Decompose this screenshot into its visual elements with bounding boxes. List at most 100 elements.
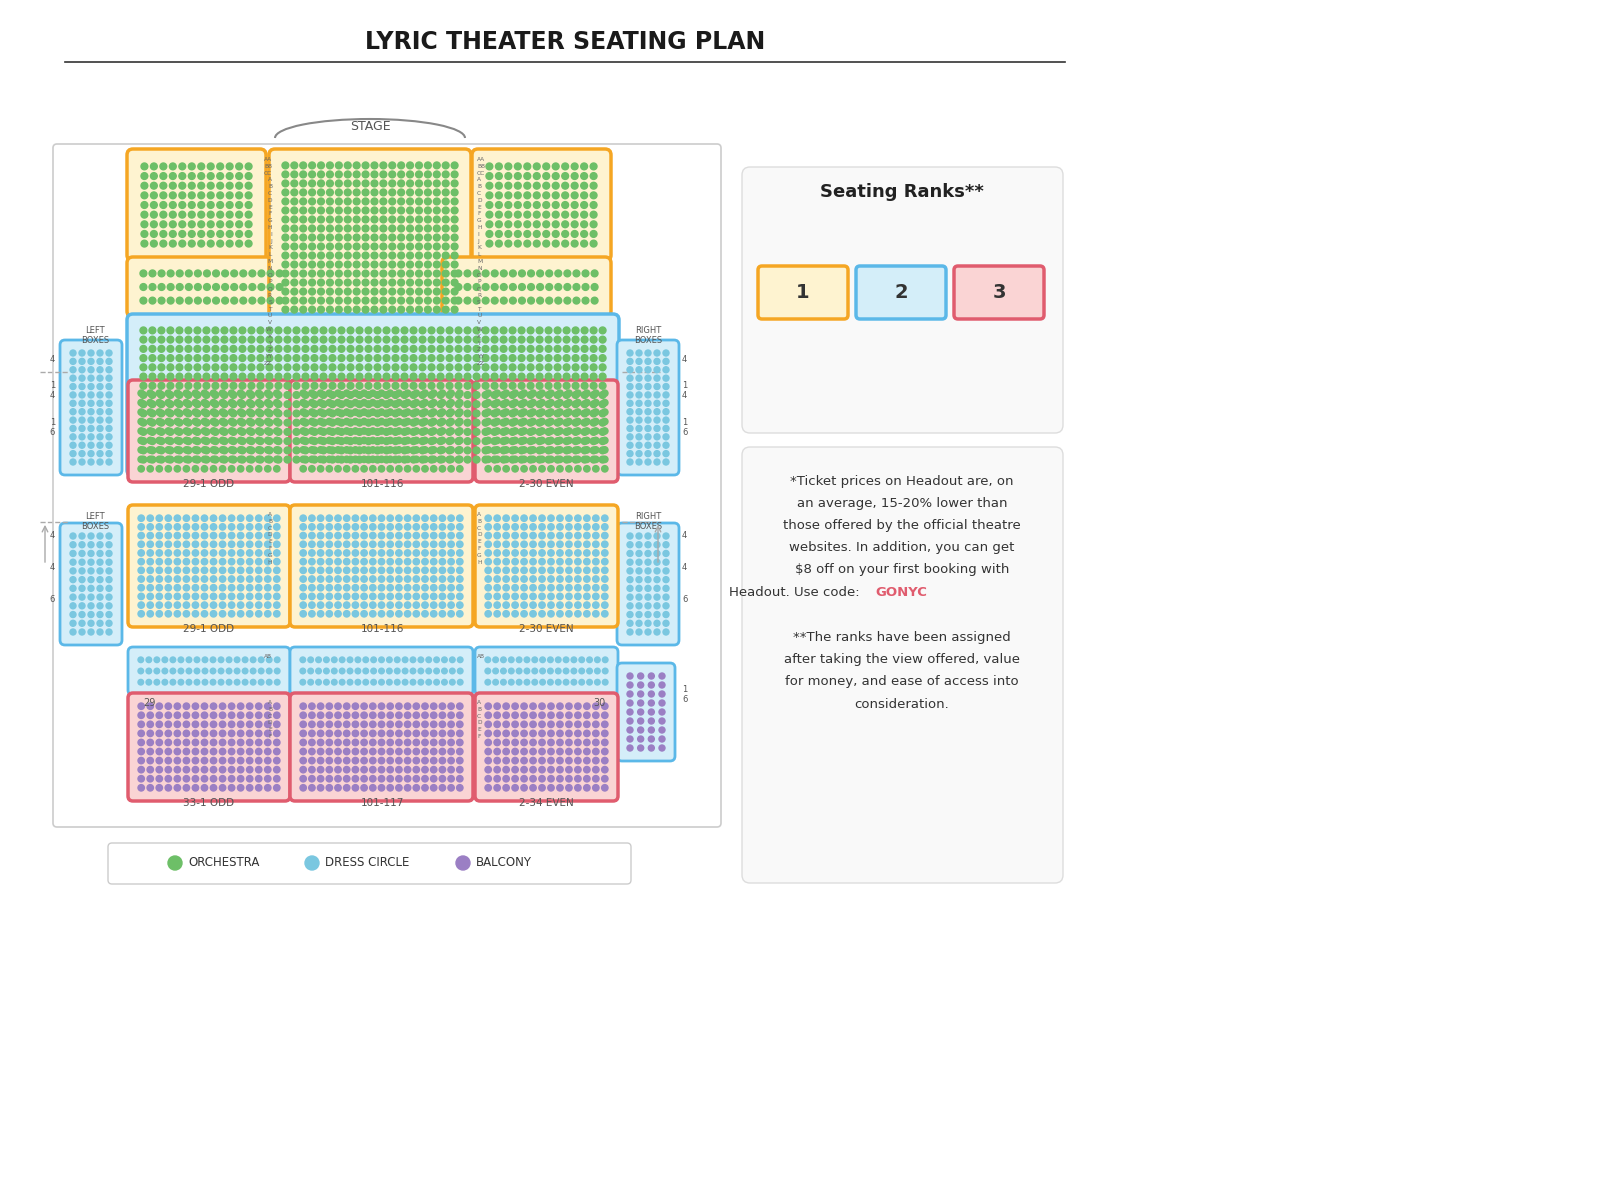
- Circle shape: [456, 533, 462, 539]
- Circle shape: [413, 602, 419, 608]
- Circle shape: [638, 718, 643, 724]
- Circle shape: [574, 568, 581, 574]
- Circle shape: [291, 252, 298, 259]
- Circle shape: [512, 466, 518, 472]
- Circle shape: [554, 401, 562, 408]
- Circle shape: [627, 727, 634, 733]
- Circle shape: [389, 198, 395, 205]
- Circle shape: [494, 712, 501, 719]
- Circle shape: [515, 221, 522, 228]
- Circle shape: [317, 419, 323, 425]
- Circle shape: [378, 550, 384, 556]
- Circle shape: [518, 346, 525, 353]
- Circle shape: [437, 456, 443, 463]
- Circle shape: [526, 391, 534, 398]
- Circle shape: [574, 593, 581, 600]
- Circle shape: [326, 298, 333, 304]
- Circle shape: [454, 419, 462, 426]
- Circle shape: [363, 658, 368, 662]
- Circle shape: [299, 208, 307, 214]
- Circle shape: [581, 428, 587, 436]
- Circle shape: [202, 390, 208, 396]
- Circle shape: [456, 419, 462, 425]
- Circle shape: [501, 410, 507, 416]
- Circle shape: [309, 775, 315, 782]
- Circle shape: [422, 446, 429, 454]
- Circle shape: [334, 533, 341, 539]
- Circle shape: [219, 515, 226, 521]
- Circle shape: [186, 391, 192, 398]
- Circle shape: [662, 367, 669, 373]
- Circle shape: [413, 568, 419, 574]
- Circle shape: [523, 211, 531, 218]
- Text: 1
6: 1 6: [682, 418, 688, 437]
- Circle shape: [138, 730, 144, 737]
- Circle shape: [422, 515, 429, 521]
- Circle shape: [176, 438, 182, 444]
- Circle shape: [362, 515, 368, 521]
- Circle shape: [238, 456, 246, 463]
- Circle shape: [301, 757, 307, 764]
- Circle shape: [387, 466, 394, 472]
- Circle shape: [326, 180, 333, 187]
- Circle shape: [192, 568, 198, 574]
- Circle shape: [456, 523, 462, 530]
- Circle shape: [379, 172, 387, 178]
- Circle shape: [302, 401, 309, 408]
- Circle shape: [662, 559, 669, 565]
- Circle shape: [438, 602, 445, 608]
- Circle shape: [451, 226, 458, 232]
- Circle shape: [395, 767, 402, 773]
- Circle shape: [557, 721, 563, 727]
- Circle shape: [398, 234, 405, 241]
- Circle shape: [274, 550, 280, 556]
- Circle shape: [530, 730, 536, 737]
- Circle shape: [186, 658, 192, 662]
- Circle shape: [150, 211, 157, 218]
- Circle shape: [501, 401, 507, 408]
- Circle shape: [106, 559, 112, 565]
- Circle shape: [637, 594, 642, 600]
- Circle shape: [464, 410, 470, 416]
- Circle shape: [637, 367, 642, 373]
- Circle shape: [645, 367, 651, 373]
- Circle shape: [659, 709, 666, 715]
- Circle shape: [506, 211, 512, 218]
- Circle shape: [554, 419, 562, 426]
- Circle shape: [192, 749, 198, 755]
- Circle shape: [194, 391, 202, 398]
- Circle shape: [219, 730, 226, 737]
- Circle shape: [275, 668, 280, 673]
- Circle shape: [264, 446, 270, 454]
- Circle shape: [573, 446, 579, 454]
- Circle shape: [563, 364, 570, 371]
- Circle shape: [509, 391, 515, 398]
- Circle shape: [485, 409, 491, 415]
- Circle shape: [637, 458, 642, 464]
- Circle shape: [547, 749, 554, 755]
- Circle shape: [226, 230, 234, 238]
- Circle shape: [344, 523, 350, 530]
- Circle shape: [502, 466, 509, 472]
- Circle shape: [317, 703, 323, 709]
- Circle shape: [451, 244, 458, 250]
- Circle shape: [627, 745, 634, 751]
- Circle shape: [210, 602, 216, 608]
- Circle shape: [216, 163, 224, 170]
- Circle shape: [78, 426, 85, 432]
- Circle shape: [256, 611, 262, 617]
- Circle shape: [174, 550, 181, 556]
- Circle shape: [246, 739, 253, 745]
- Circle shape: [485, 584, 491, 590]
- Circle shape: [501, 428, 507, 436]
- Circle shape: [398, 190, 405, 196]
- Circle shape: [221, 383, 227, 389]
- Circle shape: [352, 541, 358, 547]
- Circle shape: [451, 216, 458, 223]
- Circle shape: [258, 336, 264, 343]
- Circle shape: [147, 419, 154, 425]
- Circle shape: [230, 401, 237, 408]
- Circle shape: [378, 456, 384, 462]
- Circle shape: [365, 373, 371, 380]
- Text: 30: 30: [594, 698, 606, 708]
